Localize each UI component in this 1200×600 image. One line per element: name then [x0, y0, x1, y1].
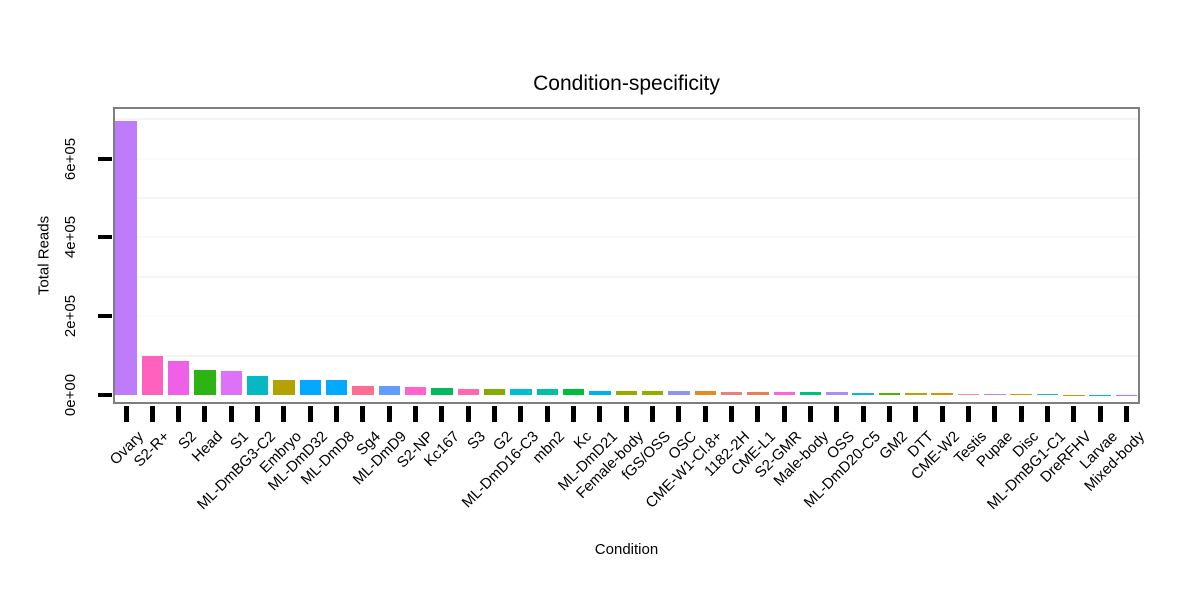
gridline	[115, 236, 1138, 239]
bar-ML-DmBG3-C2	[246, 376, 269, 395]
x-tick	[808, 406, 814, 422]
y-tick	[98, 393, 112, 397]
x-tick	[176, 406, 182, 422]
x-tick	[413, 406, 419, 422]
y-tick-label: 4e+05	[62, 216, 79, 259]
bar-CME-L1	[747, 391, 769, 395]
bar-OSS	[826, 392, 848, 395]
y-tick	[98, 235, 112, 240]
bar-Embryo	[273, 380, 295, 395]
chart-title: Condition-specificity	[533, 72, 720, 95]
x-tick	[1097, 406, 1103, 422]
x-tick	[676, 406, 682, 422]
gridline	[115, 157, 1138, 160]
x-tick	[334, 406, 340, 422]
y-tick-label: 2e+05	[62, 295, 79, 338]
y-tick-label: 6e+05	[62, 137, 79, 180]
plot-panel	[113, 107, 1140, 404]
bar-GM2	[878, 392, 901, 395]
x-tick	[123, 406, 129, 422]
gridline	[115, 197, 1138, 199]
x-tick	[781, 406, 787, 422]
bar-Pupae	[984, 393, 1006, 395]
gridline	[115, 118, 1138, 121]
y-axis-title: Total Reads	[35, 215, 53, 296]
bar-S1	[220, 370, 243, 395]
x-tick	[834, 406, 840, 422]
bar-S3	[457, 389, 480, 395]
x-tick	[492, 406, 498, 422]
bar-ML-DmD9	[378, 386, 401, 395]
x-axis-title: Condition	[594, 541, 659, 558]
bar-S2-NP	[404, 387, 427, 395]
bar-Sg4	[352, 385, 374, 395]
gridline	[115, 354, 1138, 357]
bar-CME-W2	[931, 392, 953, 395]
bar-Disc	[1010, 394, 1032, 395]
bar-S2	[167, 361, 190, 395]
x-tick	[729, 406, 735, 422]
x-tick	[860, 406, 866, 422]
x-tick	[702, 406, 708, 422]
gridline	[115, 275, 1138, 278]
x-tick	[939, 406, 945, 422]
bar-mbn2	[536, 389, 559, 395]
x-tick	[202, 406, 208, 422]
bar-1182-2H	[720, 391, 743, 395]
x-tick	[518, 406, 524, 422]
bar-Female-body	[615, 390, 638, 395]
x-tick	[887, 406, 893, 422]
bar-ML-DmBG1-C1	[1036, 394, 1059, 395]
x-tick	[650, 406, 656, 422]
x-tick	[623, 406, 629, 422]
x-tick	[755, 406, 761, 422]
bar-ML-DmD8	[325, 380, 348, 395]
bar-ML-DmD21	[589, 390, 611, 395]
x-tick	[1124, 406, 1130, 422]
x-tick	[544, 406, 550, 422]
bar-Kc	[562, 389, 585, 395]
bar-ML-DmD32	[299, 380, 322, 395]
bar-Testis	[957, 393, 980, 395]
gridline	[115, 315, 1138, 318]
bar-Head	[194, 369, 216, 395]
x-tick	[571, 406, 577, 422]
x-tick	[149, 406, 155, 422]
bar-DTT	[905, 392, 927, 395]
bar-G2	[483, 389, 506, 395]
x-tick	[913, 406, 919, 422]
y-tick	[98, 314, 112, 319]
x-tick	[597, 406, 603, 422]
bar-S2-GMR	[773, 392, 795, 395]
bar-ML-DmD20-C5	[852, 392, 874, 395]
x-tick	[992, 406, 998, 422]
bar-fGS/OSS	[641, 391, 664, 395]
x-tick	[966, 406, 972, 422]
x-tick	[255, 406, 261, 422]
x-tick	[307, 406, 313, 422]
x-tick	[360, 406, 366, 422]
bar-OSC	[668, 391, 690, 395]
y-tick	[98, 156, 112, 161]
x-tick	[228, 406, 234, 422]
x-tick	[281, 406, 287, 422]
bar-S2-R+	[141, 356, 164, 395]
x-tick	[386, 406, 392, 422]
bar-Ovary	[115, 121, 137, 395]
x-tick	[439, 406, 445, 422]
y-tick-label: 0e+00	[62, 373, 79, 417]
x-tick	[1018, 406, 1024, 422]
bar-Male-body	[799, 392, 822, 395]
bar-CME-W1-Cl.8+	[694, 391, 716, 395]
bar-Kc167	[431, 388, 453, 395]
x-tick	[465, 406, 471, 422]
x-tick	[1071, 406, 1077, 422]
bar-ML-DmD16-C3	[510, 389, 532, 395]
x-tick	[1045, 406, 1051, 422]
